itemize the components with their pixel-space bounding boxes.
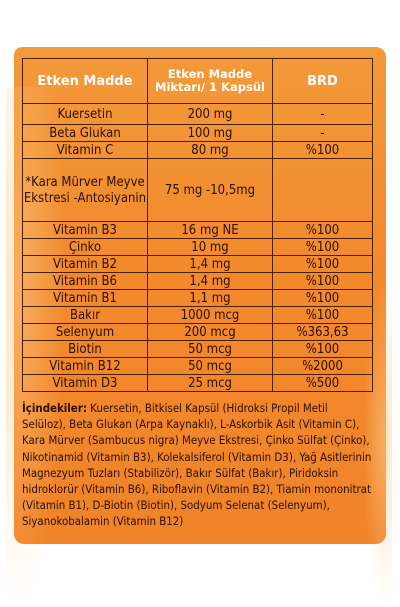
rda-cell: %100 [272,238,373,256]
table-row: Çinko 10 mg %100 [22,238,373,256]
rda-cell: %363,63 [272,323,373,341]
active-substance-cell: Beta Glukan [22,124,148,142]
table-row: Biotin 50 mcg %100 [22,340,373,358]
amount-cell: 1,4 mg [147,272,273,290]
active-substance-cell: *Kara Mürver Meyve Ekstresi -Antosiyanin [22,158,148,222]
rda-cell: %100 [272,306,373,324]
rda-cell: %100 [272,289,373,307]
rda-cell: %2000 [272,357,373,375]
amount-cell: 1,1 mg [147,289,273,307]
amount-cell: 10 mg [147,238,273,256]
ingredients-label: İçindekiler: [22,401,87,415]
active-substance-cell: Bakır [22,306,148,324]
active-substance-cell: Vitamin B12 [22,357,148,375]
active-substance-cell: Vitamin B1 [22,289,148,307]
header-rda: BRD [272,58,373,104]
active-substance-cell: Vitamin B3 [22,221,148,239]
rda-cell: %100 [272,255,373,273]
table-row: Vitamin B3 16 mg NE %100 [22,221,373,239]
amount-cell: 50 mcg [147,357,273,375]
table-row: Vitamin B2 1,4 mg %100 [22,255,373,273]
table-body: Kuersetin 200 mg - Beta Glukan 100 mg - Vitami… [22,103,373,392]
amount-cell: 200 mcg [147,323,273,341]
rda-cell: %100 [272,340,373,358]
header-active-substance: Etken Madde [22,58,148,104]
table-row: Kuersetin 200 mg - [22,103,373,125]
ingredients-list: Kuersetin, Bitkisel Kapsül (Hidroksi Pro… [22,401,372,529]
table-row: Vitamin C 80 mg %100 [22,141,373,159]
table-row: Bakır 1000 mcg %100 [22,306,373,324]
active-substance-cell: Biotin [22,340,148,358]
table-row: Vitamin B1 1,1 mg %100 [22,289,373,307]
table-row: Vitamin B12 50 mcg %2000 [22,357,373,375]
amount-cell: 80 mg [147,141,273,159]
amount-cell: 25 mcg [147,374,273,392]
rda-cell [272,158,373,222]
amount-cell: 50 mcg [147,340,273,358]
amount-cell: 1000 mcg [147,306,273,324]
amount-cell: 200 mg [147,103,273,125]
header-amount-per-capsule: Etken Madde Miktarı/ 1 Kapsül [147,58,273,104]
active-substance-cell: Kuersetin [22,103,148,125]
table-row: Vitamin D3 25 mcg %500 [22,374,373,392]
nutrition-table: Etken Madde Etken Madde Miktarı/ 1 Kapsü… [22,58,373,392]
table-row: Vitamin B6 1,4 mg %100 [22,272,373,290]
active-substance-cell: Vitamin B6 [22,272,148,290]
table-row: Beta Glukan 100 mg - [22,124,373,142]
active-substance-cell: Çinko [22,238,148,256]
amount-cell: 100 mg [147,124,273,142]
table-header-row: Etken Madde Etken Madde Miktarı/ 1 Kapsü… [22,58,373,104]
rda-cell: - [272,124,373,142]
active-substance-cell: Selenyum [22,323,148,341]
ingredients-text: İçindekiler: Kuersetin, Bitkisel Kapsül … [22,400,374,530]
rda-cell: %500 [272,374,373,392]
rda-cell: %100 [272,221,373,239]
active-substance-cell: Vitamin B2 [22,255,148,273]
table-row: Selenyum 200 mcg %363,63 [22,323,373,341]
active-substance-cell: Vitamin C [22,141,148,159]
amount-cell: 75 mg -10,5mg [147,158,273,222]
rda-cell: - [272,103,373,125]
rda-cell: %100 [272,141,373,159]
table-row: *Kara Mürver Meyve Ekstresi -Antosiyanin… [22,158,373,222]
active-substance-cell: Vitamin D3 [22,374,148,392]
amount-cell: 1,4 mg [147,255,273,273]
amount-cell: 16 mg NE [147,221,273,239]
rda-cell: %100 [272,272,373,290]
